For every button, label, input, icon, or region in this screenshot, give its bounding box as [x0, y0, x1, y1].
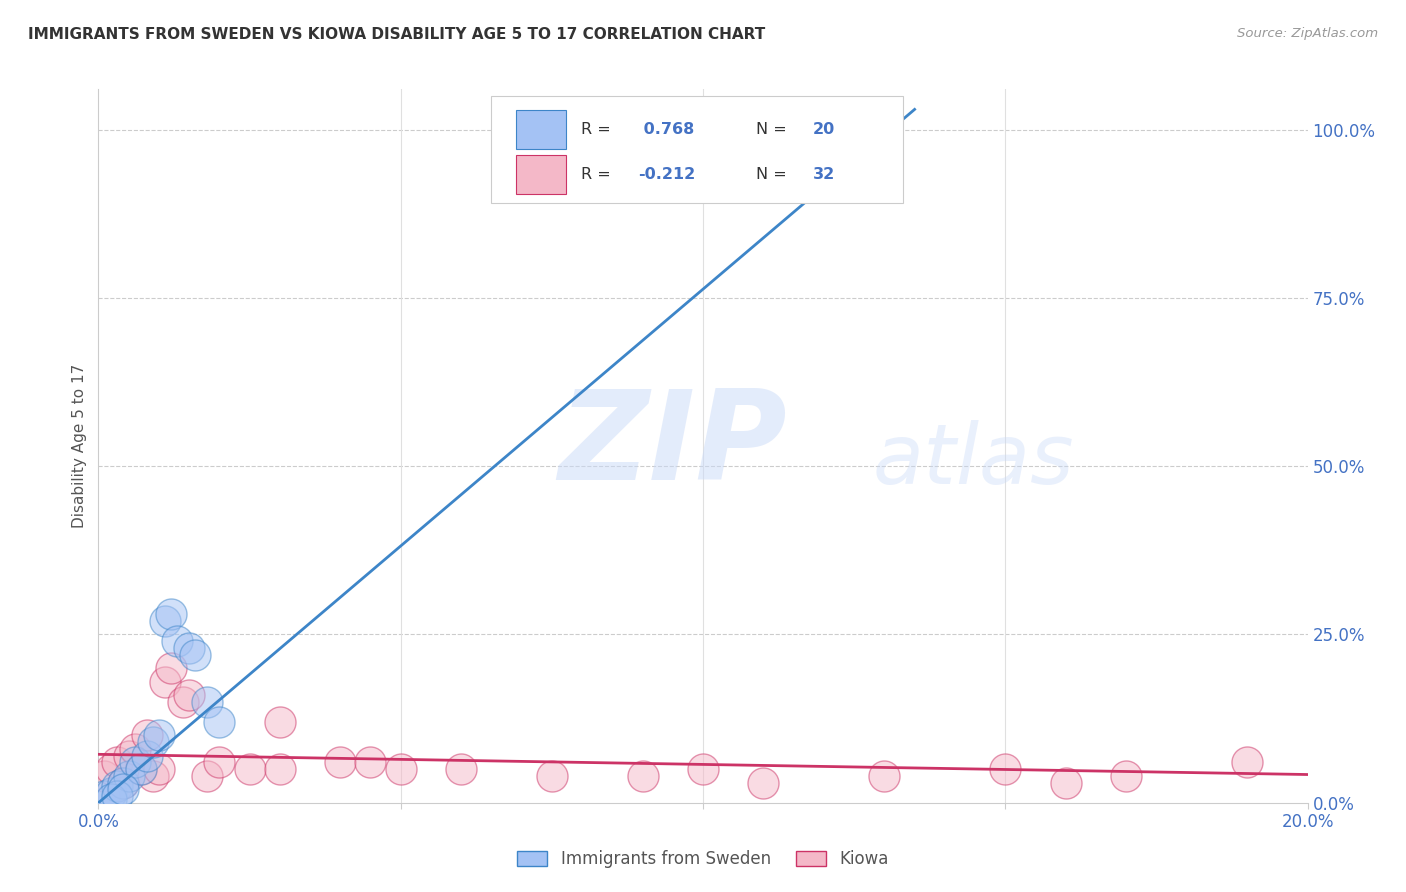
Point	[208, 714, 231, 729]
Text: N =: N =	[756, 168, 792, 182]
Text: Source: ZipAtlas.com: Source: ZipAtlas.com	[1237, 27, 1378, 40]
Point	[329, 756, 352, 770]
Point	[540, 769, 562, 783]
Point	[692, 762, 714, 776]
Text: IMMIGRANTS FROM SWEDEN VS KIOWA DISABILITY AGE 5 TO 17 CORRELATION CHART: IMMIGRANTS FROM SWEDEN VS KIOWA DISABILI…	[28, 27, 765, 42]
Point	[239, 762, 262, 776]
Point	[105, 779, 128, 793]
Point	[100, 792, 122, 806]
Point	[1236, 756, 1258, 770]
Point	[100, 762, 122, 776]
Point	[1054, 775, 1077, 789]
Point	[111, 782, 134, 797]
Text: ZIP: ZIP	[558, 385, 786, 507]
Point	[135, 748, 157, 763]
FancyBboxPatch shape	[516, 111, 567, 150]
Point	[208, 756, 231, 770]
Point	[873, 769, 896, 783]
Point	[1115, 769, 1137, 783]
Point	[153, 614, 176, 628]
Point	[269, 714, 291, 729]
Point	[269, 762, 291, 776]
Text: -0.212: -0.212	[638, 168, 695, 182]
Point	[450, 762, 472, 776]
Point	[93, 769, 115, 783]
Legend: Immigrants from Sweden, Kiowa: Immigrants from Sweden, Kiowa	[510, 844, 896, 875]
Point	[124, 742, 146, 756]
Point	[124, 756, 146, 770]
Point	[752, 775, 775, 789]
Point	[111, 775, 134, 789]
Point	[994, 762, 1017, 776]
Point	[166, 634, 188, 648]
Text: 32: 32	[813, 168, 835, 182]
Point	[129, 762, 152, 776]
Text: R =: R =	[581, 122, 616, 137]
Text: R =: R =	[581, 168, 616, 182]
Text: atlas: atlas	[872, 420, 1074, 500]
Text: N =: N =	[756, 122, 792, 137]
Point	[195, 695, 218, 709]
Point	[631, 769, 654, 783]
Point	[184, 648, 207, 662]
Point	[142, 769, 165, 783]
Point	[142, 735, 165, 749]
Point	[93, 789, 115, 803]
Point	[160, 607, 183, 622]
Y-axis label: Disability Age 5 to 17: Disability Age 5 to 17	[72, 364, 87, 528]
Point	[160, 661, 183, 675]
Text: 0.768: 0.768	[638, 122, 695, 137]
Point	[389, 762, 412, 776]
Point	[153, 674, 176, 689]
Point	[100, 786, 122, 800]
Point	[195, 769, 218, 783]
FancyBboxPatch shape	[492, 96, 903, 203]
Point	[105, 789, 128, 803]
Point	[135, 729, 157, 743]
Point	[179, 640, 201, 655]
Point	[148, 729, 170, 743]
Point	[118, 748, 141, 763]
Point	[179, 688, 201, 702]
Point	[148, 762, 170, 776]
Point	[129, 762, 152, 776]
FancyBboxPatch shape	[516, 155, 567, 194]
Point	[111, 775, 134, 789]
Point	[360, 756, 382, 770]
Point	[105, 756, 128, 770]
Point	[118, 769, 141, 783]
Text: 20: 20	[813, 122, 835, 137]
Point	[172, 695, 194, 709]
